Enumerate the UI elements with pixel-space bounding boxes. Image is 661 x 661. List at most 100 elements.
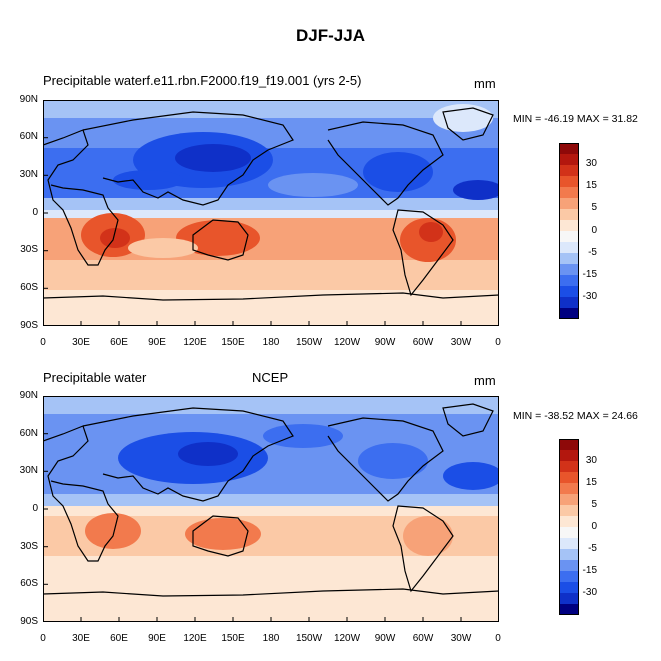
field-band-eq [43, 506, 499, 516]
lon-label-60e: 60E [110, 633, 128, 644]
lat-label-30n: 30N [19, 465, 38, 476]
colorbar2-label-m15: -15 [582, 565, 597, 576]
field-namerica-min [363, 152, 433, 192]
lon-label-60e: 60E [110, 337, 128, 348]
coastline-europe-africa [43, 129, 119, 266]
field-band-nh-sub [43, 198, 499, 210]
field-samerica-core [419, 222, 443, 242]
lon-label-30w: 30W [450, 337, 472, 348]
field-band-sh-high [43, 290, 499, 326]
lat-label-60s: 60S [20, 282, 38, 293]
lon-label-30w: 30W [450, 633, 472, 644]
lon-label-180: 180 [262, 633, 280, 644]
colorbar1-label-m5: -5 [588, 247, 597, 258]
panel1-colorbar [559, 143, 579, 319]
field-atlantic-min [453, 180, 499, 200]
colorbar2-label-m30: -30 [582, 587, 597, 598]
coastline-greenland [442, 107, 494, 141]
field-asia-core [175, 144, 251, 172]
lat-label-30n: 30N [19, 169, 38, 180]
coastlines [43, 107, 499, 301]
lat-label-90n: 90N [19, 390, 38, 401]
colorbar2-label-m5: -5 [588, 543, 597, 554]
lat-label-eq: 0 [32, 207, 38, 218]
field-band-arctic [43, 100, 499, 118]
panel1-unit: mm [474, 76, 496, 91]
coastline-south-america [392, 505, 454, 593]
colorbar2-label-5: 5 [591, 499, 597, 510]
coastline-asia [82, 407, 294, 502]
lat-label-90s: 90S [20, 616, 38, 627]
lon-label-30e: 30E [72, 633, 90, 644]
lon-label-60w: 60W [412, 337, 434, 348]
lon-label-150w: 150W [295, 633, 323, 644]
lon-label-90e: 90E [148, 633, 166, 644]
field-band-eq [43, 210, 499, 218]
coastline-australia [192, 219, 249, 261]
colorbar2-label-30: 30 [585, 455, 597, 466]
lon-label-150w: 150W [295, 337, 323, 348]
lon-label-120e: 120E [183, 337, 207, 348]
coastline-australia [192, 515, 249, 557]
coastline-antarctica [43, 588, 499, 597]
panel2-center-title: NCEP [252, 370, 289, 385]
field-pacific-min [263, 424, 343, 448]
lon-label-90e: 90E [148, 337, 166, 348]
field-china-core [113, 170, 183, 190]
field-samerica-max [403, 516, 453, 556]
field-greenland [433, 104, 493, 132]
lat-label-30s: 30S [20, 541, 38, 552]
lat-label-60n: 60N [19, 428, 38, 439]
lon-label-90w: 90W [374, 633, 396, 644]
field-africa-core [100, 228, 130, 248]
coastline-north-america [327, 121, 444, 206]
panel2-colorbar [559, 439, 579, 615]
field-band-sh-mid [43, 260, 499, 290]
lon-label-90w: 90W [374, 337, 396, 348]
panel2-min-max: MIN = -38.52 MAX = 24.66 [513, 410, 638, 422]
field-pacific-weak [268, 173, 358, 197]
lon-label-0-end: 0 [495, 633, 501, 644]
field-band-nh-sub [43, 494, 499, 506]
lat-label-90s: 90S [20, 320, 38, 331]
colorbar1-label-m30: -30 [582, 291, 597, 302]
lon-label-120w: 120W [333, 337, 361, 348]
lat-label-eq: 0 [32, 503, 38, 514]
coastline-south-america [392, 209, 454, 297]
coastline-asia [82, 111, 294, 206]
lon-label-0: 0 [40, 633, 46, 644]
coastline-north-america [327, 417, 444, 502]
colorbar1-label-5: 5 [591, 202, 597, 213]
field-band-sh-high [43, 586, 499, 622]
colorbar1-label-0: 0 [591, 225, 597, 236]
lon-label-60w: 60W [412, 633, 434, 644]
panel1-min-max: MIN = -46.19 MAX = 31.82 [513, 113, 638, 125]
lat-label-60s: 60S [20, 578, 38, 589]
coastline-greenland [442, 403, 494, 437]
panel1-tick-marks [43, 137, 462, 326]
colorbar2-label-15: 15 [585, 477, 597, 488]
colorbar1-label-m15: -15 [582, 269, 597, 280]
coastlines [43, 403, 499, 597]
lon-label-180: 180 [262, 337, 280, 348]
coastline-europe-africa [43, 425, 119, 562]
lon-label-150e: 150E [221, 337, 245, 348]
figure-title: DJF-JJA [296, 26, 365, 45]
field-asia-core [178, 442, 238, 466]
lat-label-30s: 30S [20, 244, 38, 255]
lon-label-30e: 30E [72, 337, 90, 348]
field-australia-max [185, 518, 261, 550]
colorbar1-label-30: 30 [585, 158, 597, 169]
panel2-unit: mm [474, 373, 496, 388]
lon-label-0-end: 0 [495, 337, 501, 348]
lat-label-90n: 90N [19, 94, 38, 105]
field-atlantic-min [443, 462, 499, 490]
field-indian-ocean [128, 238, 198, 258]
lon-label-0: 0 [40, 337, 46, 348]
panel2-map [43, 396, 499, 622]
colorbar2-label-0: 0 [591, 521, 597, 532]
field-band-sh-mid [43, 556, 499, 586]
panel2-tick-marks [43, 433, 462, 622]
panel1-left-title: Precipitable waterf.e11.rbn.F2000.f19_f1… [43, 73, 362, 88]
lon-label-150e: 150E [221, 633, 245, 644]
